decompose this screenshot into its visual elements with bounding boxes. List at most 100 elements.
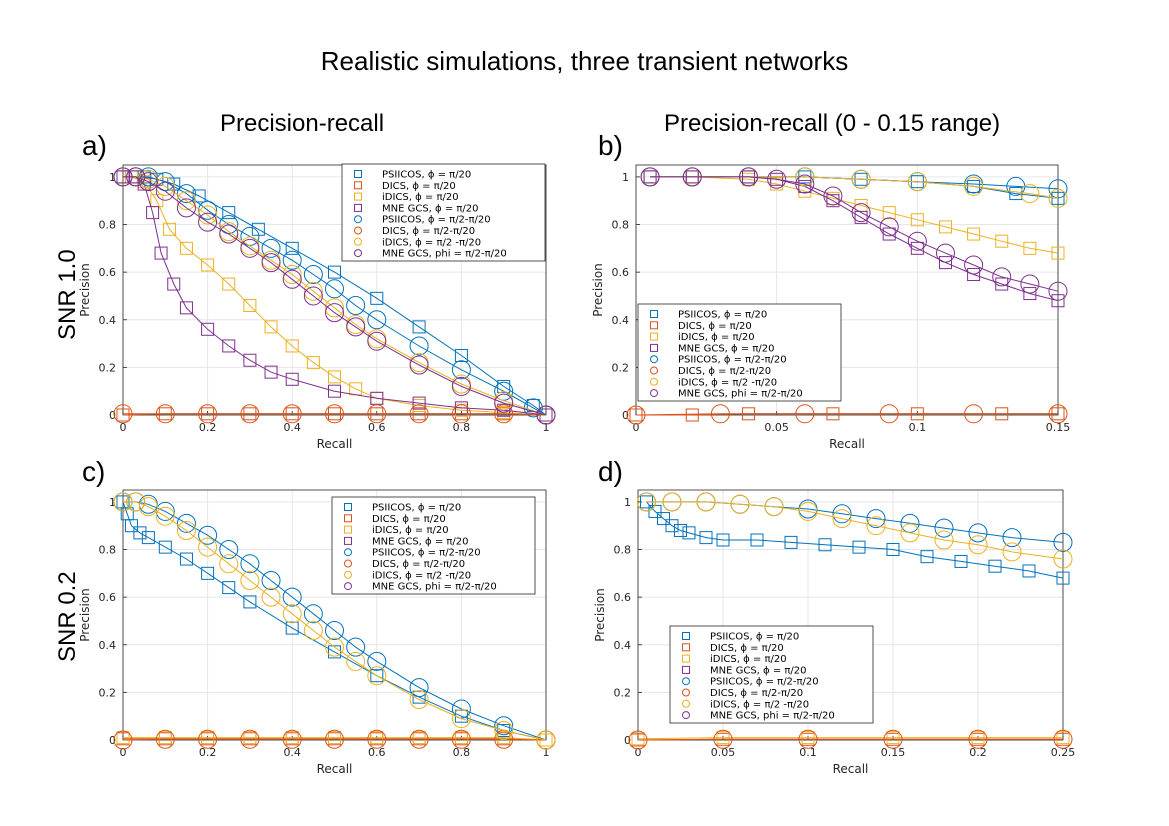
data-point-square [285, 731, 299, 745]
data-point-circle [851, 169, 871, 189]
data-point-circle [219, 224, 239, 244]
series-red-circle [628, 729, 1073, 750]
series-line [123, 176, 547, 416]
data-point-square [1056, 731, 1070, 745]
data-point-circle [176, 184, 196, 204]
x-tick-label: 0 [120, 746, 127, 759]
data-point-square [716, 731, 730, 745]
data-point-square [1051, 294, 1065, 308]
data-point-square [716, 533, 730, 547]
data-point-square [920, 550, 934, 564]
data-point-circle [325, 637, 344, 657]
panel-letter-b: b) [598, 130, 623, 161]
data-point-circle [282, 604, 302, 624]
data-point-circle [367, 651, 387, 671]
data-point-circle [798, 729, 818, 749]
data-point-square [967, 268, 981, 282]
data-point-circle [832, 509, 852, 529]
data-point-circle [113, 167, 133, 187]
data-point-square [1056, 571, 1070, 585]
series-yellow-circle [113, 492, 556, 750]
legend-label: iDICS, ϕ = π/2 -π/20 [678, 377, 777, 388]
series-line [123, 176, 547, 416]
data-point-square [179, 552, 193, 566]
legend-box [341, 163, 546, 262]
y-tick-label: 0.6 [614, 591, 632, 604]
data-point-circle [155, 181, 175, 201]
data-point-square [784, 535, 798, 549]
legend-label: PSIICOS, ϕ = π/20 [382, 170, 471, 181]
legend-marker-circle [354, 226, 362, 235]
data-point-square [657, 512, 670, 526]
data-point-circle [325, 729, 344, 749]
data-point-circle [261, 570, 281, 590]
data-point-circle [1020, 274, 1040, 294]
data-point-circle [409, 336, 429, 356]
y-tick-label: 0.6 [612, 266, 630, 279]
legend-label: DICS, ϕ = π/2-π/20 [372, 559, 465, 570]
data-point-square [179, 301, 193, 315]
series-line [123, 413, 547, 416]
legend-box [331, 496, 536, 595]
axes-frame [635, 164, 1059, 416]
x-tick-label: 0.2 [199, 421, 217, 434]
x-tick-label: 0 [633, 421, 640, 434]
data-point-circle [113, 730, 133, 750]
data-point-square [412, 396, 426, 410]
series-red-circle [626, 404, 1068, 425]
data-point-circle [795, 174, 815, 194]
x-tick-label: 0.2 [969, 746, 987, 759]
x-tick-label: 0 [635, 746, 642, 759]
figure-title: Realistic simulations, three transient n… [320, 46, 849, 76]
data-point-square [1023, 287, 1037, 301]
data-point-square [222, 206, 236, 220]
data-point-circle [198, 537, 218, 557]
data-point-circle [536, 405, 556, 425]
data-point-square [179, 241, 193, 255]
x-tick-label: 1 [543, 746, 550, 759]
data-point-circle [1048, 281, 1068, 301]
legend-label: PSIICOS, ϕ = π/20 [372, 503, 461, 514]
x-tick-label: 0.8 [453, 746, 471, 759]
chart-panel-d: 0 0.05 0.1 0.15 0.2 0.25 0 0.2 0.4 0.6 0.8 1 Recall P… [593, 489, 1075, 776]
data-point-circle [494, 720, 514, 740]
legend-box [637, 303, 842, 402]
data-point-circle [795, 404, 815, 424]
data-point-square [264, 365, 278, 379]
legend-marker-square [650, 310, 658, 318]
data-point-circle [155, 729, 175, 749]
data-point-square [1051, 191, 1065, 205]
legend-label: DICS, ϕ = π/20 [710, 643, 784, 654]
y-tick-label: 0 [624, 734, 631, 747]
data-point-circle [866, 516, 886, 536]
data-point-square [967, 227, 981, 241]
data-point-circle [710, 404, 730, 424]
x-tick-label: 0.6 [368, 746, 386, 759]
data-point-circle [682, 167, 702, 187]
legend-marker-circle [344, 582, 352, 591]
data-point-circle [851, 203, 871, 223]
legend-marker-square [650, 321, 658, 330]
x-tick-label: 0.2 [199, 746, 217, 759]
legend-marker-circle [682, 677, 690, 686]
y-tick-label: 0 [109, 734, 116, 747]
data-point-circle [346, 637, 366, 657]
legend-label: DICS, ϕ = π/20 [372, 514, 446, 525]
data-point-circle [176, 198, 196, 218]
data-point-square [674, 523, 687, 537]
data-point-circle [451, 709, 471, 729]
data-point-circle [879, 217, 899, 237]
legend-marker-square [354, 192, 362, 201]
x-tick-label: 0 [120, 421, 127, 434]
data-point-circle [968, 523, 988, 543]
data-point-circle [964, 404, 984, 424]
data-point-circle [409, 729, 429, 749]
data-point-circle [536, 730, 556, 750]
data-point-circle [934, 530, 954, 550]
series-line [123, 176, 547, 416]
data-point-circle [346, 651, 366, 671]
series-blue-square [640, 495, 1070, 585]
data-point-circle [451, 360, 471, 380]
